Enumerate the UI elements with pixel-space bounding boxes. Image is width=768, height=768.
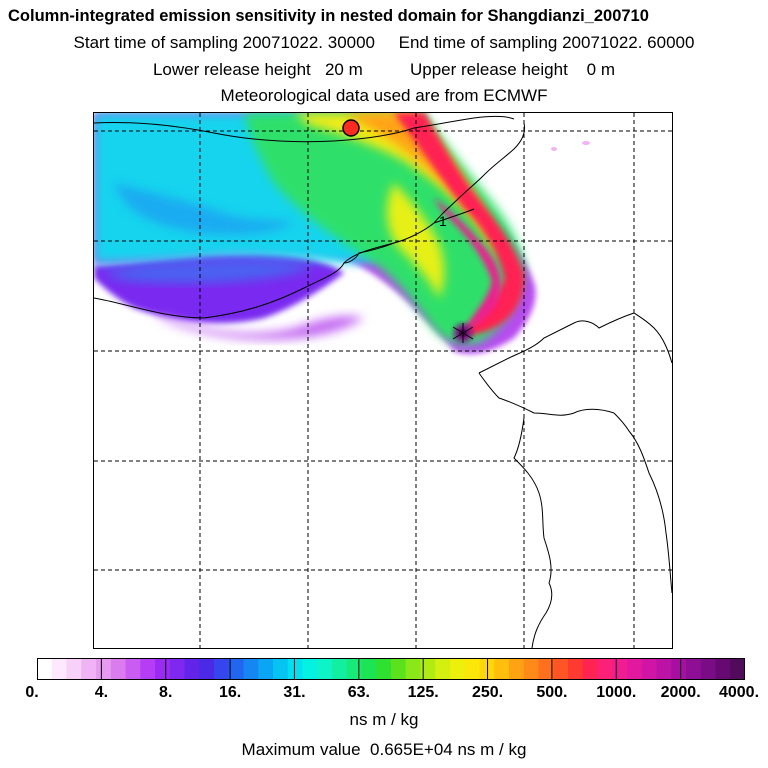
- colorbar-tick-label: 31.: [283, 684, 306, 701]
- receptor-marker: [342, 119, 360, 137]
- colorbar-cell: [37, 658, 53, 680]
- coastline-north: [94, 115, 515, 143]
- colorbar-cell: [199, 658, 215, 680]
- field-speck: [551, 147, 557, 151]
- colorbar-cell: [450, 658, 466, 680]
- field-level-blue: [114, 183, 294, 235]
- coastline-peninsula: [343, 242, 395, 264]
- coastline-bay: [94, 208, 475, 319]
- colorbar-cell: [538, 658, 554, 680]
- colorbar-tick-label: 1000.: [596, 684, 637, 701]
- colorbar-cell: [228, 658, 245, 680]
- colorbar-cell: [391, 658, 407, 680]
- colorbar-cell: [81, 658, 97, 680]
- sensitivity-field: [94, 113, 590, 354]
- colorbar-cell: [184, 658, 200, 680]
- coastline-east: [433, 122, 525, 224]
- meteo-source-line: Meteorological data used are from ECMWF: [220, 86, 548, 105]
- colorbar-cell: [110, 658, 127, 680]
- colorbar-cell: [376, 658, 392, 680]
- sampling-time-line: Start time of sampling 20071022. 30000 E…: [73, 33, 695, 52]
- colorbar-tick-label: 500.: [536, 684, 568, 701]
- colorbar-cell: [361, 658, 377, 680]
- colorbar-cell: [494, 658, 510, 680]
- colorbar-cell: [287, 658, 304, 680]
- field-level-lightpurple: [154, 313, 364, 340]
- coastline-island: [531, 582, 553, 648]
- colorbar-cell: [317, 658, 333, 680]
- colorbar-cell: [671, 658, 687, 680]
- field-level-magenta: [434, 198, 501, 331]
- colorbar-cell: [125, 658, 141, 680]
- colorbar-cell: [464, 658, 481, 680]
- coastlines: [94, 115, 672, 648]
- colorbar-cell: [627, 658, 643, 680]
- colorbar-cell: [214, 658, 230, 680]
- colorbar-units: ns m / kg: [349, 710, 419, 729]
- colorbar-cell: [243, 658, 259, 680]
- colorbar-tick-label: 4.: [94, 684, 109, 701]
- colorbar-cell: [553, 658, 569, 680]
- coastline-korea-east: [613, 412, 672, 594]
- colorbar-cell: [509, 658, 525, 680]
- colorbar-cell: [582, 658, 599, 680]
- figure-title: Column-integrated emission sensitivity i…: [8, 7, 649, 25]
- colorbar-cell: [405, 658, 422, 680]
- coastline-korea-west: [478, 372, 615, 416]
- colorbar-tick-label: 2000.: [660, 684, 701, 701]
- colorbar-cell: [51, 658, 68, 680]
- colorbar-tick-label: 4000.: [718, 684, 760, 701]
- coastline-korea-south: [513, 417, 552, 584]
- maximum-value: Maximum value 0.665E+04 ns m / kg: [241, 740, 527, 759]
- colorbar-tick-label: 8.: [159, 684, 173, 701]
- colorbar-cell: [730, 658, 745, 680]
- colorbar-cell: [656, 658, 672, 680]
- colorbar-tick-label: 63.: [347, 684, 370, 701]
- colorbar-cell: [715, 658, 731, 680]
- emission-sensitivity-map: 1: [93, 112, 673, 649]
- coastline-korea: [478, 312, 672, 374]
- colorbar-tick-label: 16.: [218, 684, 242, 701]
- colorbar-cell: [273, 658, 289, 680]
- colorbar-tick-label: 250.: [471, 684, 504, 701]
- colorbar-cell: [435, 658, 451, 680]
- colorbar-cell: [597, 658, 613, 680]
- colorbar-cell: [568, 658, 584, 680]
- release-point-icon: [452, 323, 474, 343]
- colorbar-cell: [258, 658, 274, 680]
- colorbar-cell: [641, 658, 658, 680]
- colorbar-cell: [66, 658, 82, 680]
- field-level-red: [394, 113, 525, 336]
- colorbar-tick-label: 0.: [25, 684, 39, 701]
- colorbar-cell: [155, 658, 171, 680]
- colorbar: [37, 658, 745, 680]
- colorbar-tick-label: 125.: [407, 684, 439, 701]
- colorbar-cell: [420, 658, 436, 680]
- receptor-label: 1: [439, 213, 447, 229]
- colorbar-cell: [523, 658, 540, 680]
- colorbar-cell: [302, 658, 318, 680]
- colorbar-cell: [700, 658, 717, 680]
- colorbar-cell: [169, 658, 186, 680]
- colorbar-cell: [332, 658, 348, 680]
- field-level-blue2: [104, 260, 314, 283]
- colorbar-cell: [346, 658, 363, 680]
- release-height-line: Lower release height 20 m Upper release …: [152, 60, 616, 79]
- colorbar-cell: [140, 658, 156, 680]
- colorbar-cell: [686, 658, 702, 680]
- colorbar-cell: [612, 658, 628, 680]
- graticule: [94, 113, 672, 648]
- colorbar-cell: [96, 658, 112, 680]
